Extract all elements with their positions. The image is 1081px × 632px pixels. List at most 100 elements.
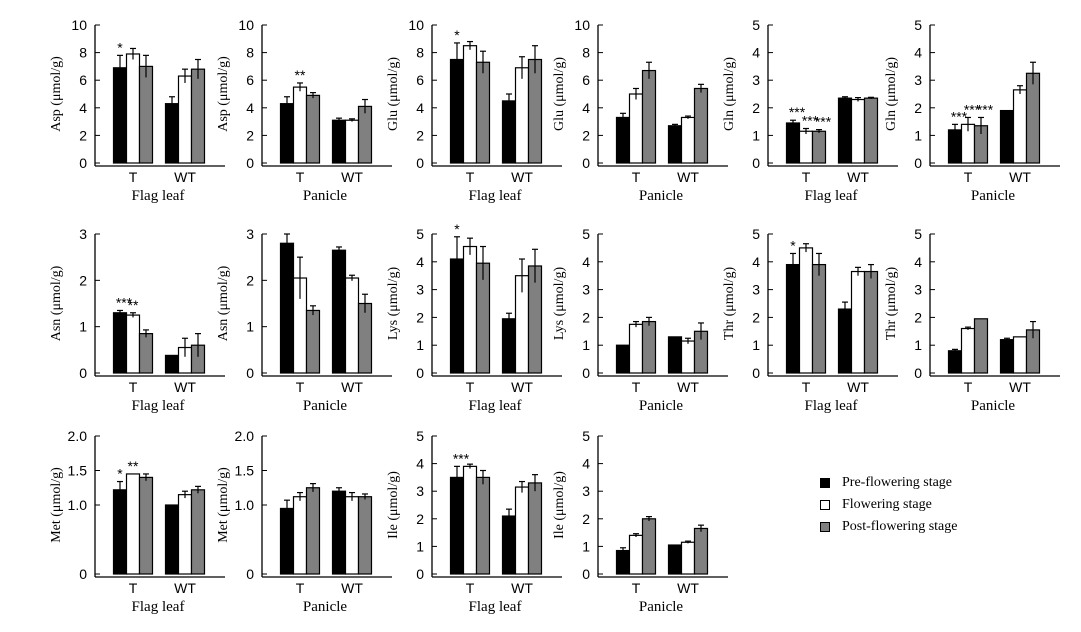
x-tick-label: WT [677, 580, 699, 596]
y-tick-label: 2 [914, 100, 922, 116]
y-tick-label: 3 [914, 282, 922, 298]
legend-item-post: Post-flowering stage [820, 516, 1020, 538]
chart-panel-14: 0 1 2 3 4 5 Ile (μmol/g) T WT *** Flag leaf [386, 428, 562, 615]
bar-pre [667, 336, 683, 374]
y-tick-label: 5 [914, 17, 922, 33]
y-tick-label: 3 [914, 72, 922, 88]
x-tick-label: T [964, 379, 973, 395]
y-tick-label: 2.0 [235, 428, 255, 444]
y-tick-label: 2 [79, 272, 87, 288]
x-tick-label: WT [174, 169, 196, 185]
bar-pre [331, 490, 347, 575]
y-tick-label: 1 [752, 337, 760, 353]
bar-pre [279, 103, 295, 164]
y-tick-label: 2 [752, 100, 760, 116]
chart-panel-13: 0 1.0 1.5 2.0 Met (μmol/g) T WT Panicle [216, 428, 392, 615]
bar-post [1025, 72, 1041, 164]
y-tick-label: 10 [238, 17, 254, 33]
y-axis-label: Asp (μmol/g) [49, 56, 64, 132]
y-tick-label: 4 [914, 254, 922, 270]
y-tick-label: 2 [416, 511, 424, 527]
x-tick-label: WT [1009, 379, 1031, 395]
bar-pre [164, 103, 180, 164]
x-tick-label: T [802, 379, 811, 395]
x-tick-label: WT [847, 379, 869, 395]
bar-pre [112, 67, 128, 164]
x-tick-label: T [632, 169, 641, 185]
bar-post [475, 61, 491, 164]
x-axis-label: Flag leaf [132, 188, 185, 204]
bar-flowering [344, 119, 360, 164]
bar-flowering [798, 247, 814, 374]
x-axis-label: Flag leaf [805, 188, 858, 204]
y-axis-label: Gln (μmol/g) [722, 57, 737, 131]
bar-post [138, 65, 154, 164]
x-tick-label: WT [174, 379, 196, 395]
y-tick-label: 8 [582, 45, 590, 61]
x-tick-label: T [632, 580, 641, 596]
bar-post [693, 87, 709, 164]
y-tick-label: 6 [246, 72, 254, 88]
y-tick-label: 4 [582, 100, 590, 116]
bar-flowering [680, 340, 696, 374]
bar-pre [837, 97, 853, 164]
y-tick-label: 1 [416, 538, 424, 554]
x-axis-label: Panicle [639, 599, 683, 615]
bar-pre [785, 263, 801, 374]
x-tick-label: T [802, 169, 811, 185]
y-tick-label: 4 [416, 100, 424, 116]
y-axis-label: Asp (μmol/g) [216, 56, 231, 132]
y-axis-label: Ile (μmol/g) [552, 471, 567, 539]
x-tick-label: WT [1009, 169, 1031, 185]
x-tick-label: T [296, 580, 305, 596]
bar-post [357, 496, 373, 575]
bar-pre [501, 100, 517, 164]
bar-flowering [344, 277, 360, 374]
significance-marker: ** [128, 297, 139, 313]
x-axis-label: Flag leaf [469, 398, 522, 414]
legend-label-pre: Pre-flowering stage [842, 475, 953, 490]
y-tick-label: 5 [914, 226, 922, 242]
x-tick-label: WT [511, 379, 533, 395]
legend-label-flowering: Flowering stage [842, 497, 932, 512]
x-tick-label: T [466, 169, 475, 185]
bar-pre [947, 350, 963, 374]
y-axis-label: Lys (μmol/g) [552, 267, 567, 341]
significance-marker: *** [802, 113, 819, 129]
bar-flowering [1012, 336, 1028, 374]
y-tick-label: 2 [914, 309, 922, 325]
y-tick-label: 1 [582, 337, 590, 353]
bar-flowering [798, 130, 814, 164]
bar-pre [667, 544, 683, 575]
significance-marker: * [454, 27, 460, 43]
x-axis-label: Flag leaf [469, 599, 522, 615]
y-tick-label: 3 [752, 72, 760, 88]
legend: Pre-flowering stage Flowering stage Post… [820, 472, 1020, 538]
y-tick-label: 5 [582, 428, 590, 444]
significance-marker: * [454, 221, 460, 237]
chart-panel-9: 0 1 2 3 4 5 Lys (μmol/g) T WT Panicle [552, 226, 728, 414]
bar-post [863, 270, 879, 374]
y-axis-label: Met (μmol/g) [216, 467, 231, 543]
y-axis-label: Thr (μmol/g) [722, 267, 737, 341]
bar-post [305, 309, 321, 374]
bar-pre [615, 116, 631, 164]
bar-flowering [514, 486, 530, 575]
bar-flowering [462, 245, 478, 374]
y-tick-label: 8 [79, 45, 87, 61]
y-tick-label: 2 [416, 309, 424, 325]
y-tick-label: 1 [914, 127, 922, 143]
x-axis-label: Flag leaf [805, 398, 858, 414]
chart-panel-11: 0 1 2 3 4 5 Thr (μmol/g) T WT Panicle [884, 226, 1060, 414]
y-tick-label: 5 [752, 226, 760, 242]
bar-post [811, 263, 827, 374]
x-axis-label: Panicle [971, 398, 1015, 414]
y-tick-label: 10 [408, 17, 424, 33]
y-tick-label: 0 [582, 365, 590, 381]
bar-post [641, 320, 657, 374]
legend-swatch-pre [820, 478, 830, 488]
